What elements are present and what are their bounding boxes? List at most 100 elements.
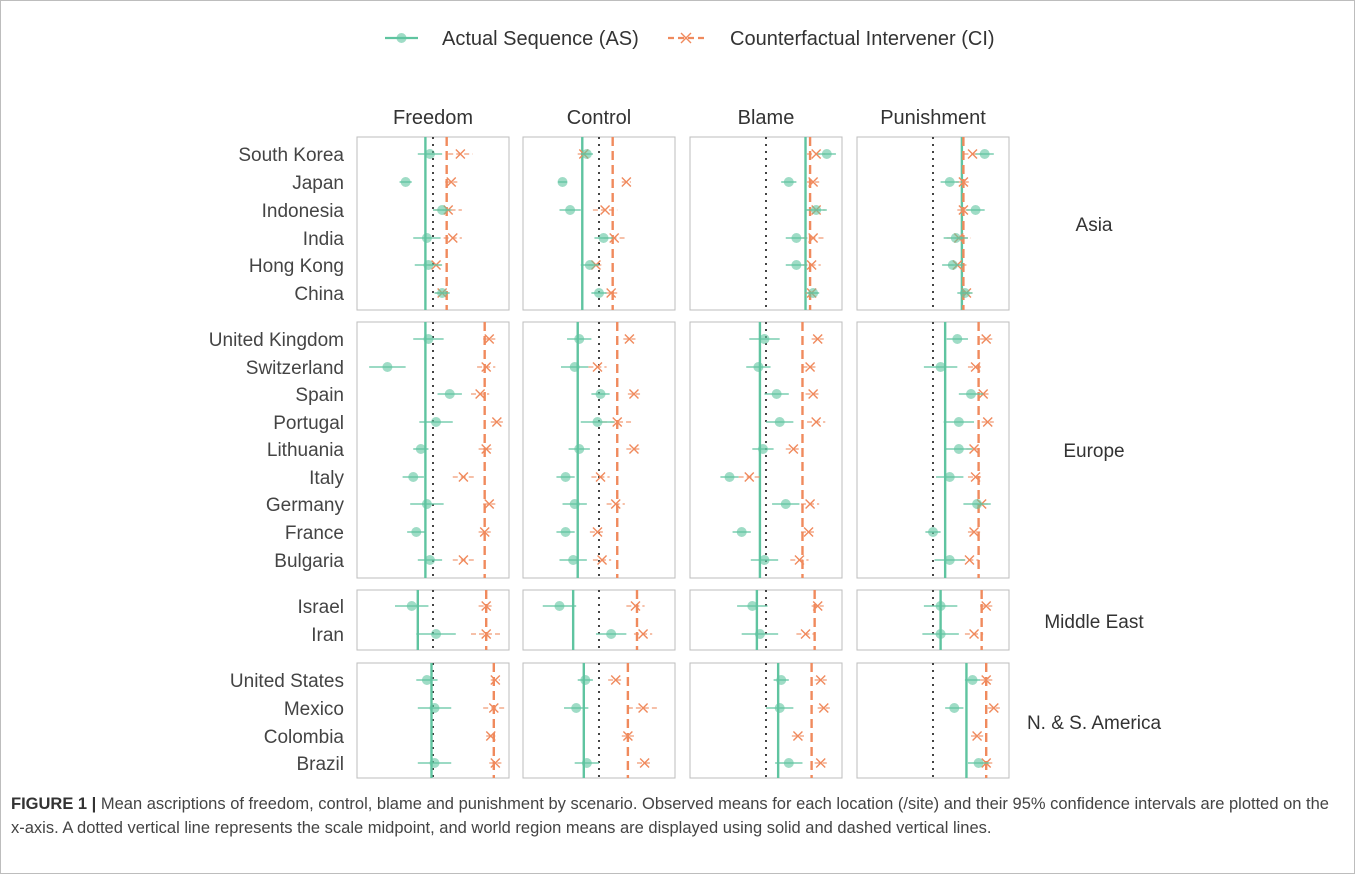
as-point bbox=[973, 758, 984, 768]
ci-point bbox=[592, 362, 603, 372]
as-point bbox=[935, 601, 946, 611]
as-point bbox=[783, 758, 794, 768]
chart: Actual Sequence (AS) Counterfactual Inter… bbox=[209, 28, 1162, 779]
as-point bbox=[808, 288, 819, 298]
country-label: Mexico bbox=[284, 699, 344, 720]
ci-point bbox=[458, 555, 469, 565]
ci-point bbox=[988, 703, 999, 713]
as-point bbox=[757, 444, 768, 454]
legend-ci-marker bbox=[680, 32, 692, 44]
as-point bbox=[972, 499, 983, 509]
country-label: South Korea bbox=[238, 145, 344, 166]
ci-point bbox=[481, 629, 492, 639]
ci-point bbox=[812, 601, 823, 611]
facet-title-control: Control bbox=[567, 107, 631, 129]
legend-as-marker bbox=[396, 33, 407, 43]
ci-point bbox=[485, 731, 496, 741]
as-point bbox=[565, 205, 576, 215]
as-point bbox=[554, 601, 565, 611]
ci-point bbox=[970, 362, 981, 372]
as-point bbox=[979, 149, 990, 159]
as-point bbox=[423, 334, 434, 344]
ci-point bbox=[455, 149, 466, 159]
as-point bbox=[431, 629, 442, 639]
as-point bbox=[569, 499, 580, 509]
as-point bbox=[429, 703, 440, 713]
as-point bbox=[431, 417, 442, 427]
as-point bbox=[944, 177, 955, 187]
country-label: Iran bbox=[311, 625, 344, 646]
as-point bbox=[947, 260, 958, 270]
ci-point bbox=[815, 758, 826, 768]
as-point bbox=[949, 703, 960, 713]
as-point bbox=[811, 205, 822, 215]
ci-point bbox=[475, 389, 486, 399]
as-point bbox=[736, 527, 747, 537]
country-label: Bulgaria bbox=[274, 551, 344, 572]
as-point bbox=[560, 472, 571, 482]
ci-point bbox=[800, 629, 811, 639]
ci-point bbox=[981, 675, 992, 685]
as-point bbox=[966, 389, 976, 399]
ci-point bbox=[610, 499, 621, 509]
legend-ci-label: Counterfactual Intervener (CI) bbox=[730, 28, 995, 50]
as-point bbox=[774, 703, 785, 713]
ci-point bbox=[628, 444, 639, 454]
country-label: Israel bbox=[298, 597, 344, 618]
ci-point bbox=[622, 731, 633, 741]
legend-as-label: Actual Sequence (AS) bbox=[442, 28, 639, 50]
as-point bbox=[584, 260, 595, 270]
ci-point bbox=[806, 260, 817, 270]
as-point bbox=[944, 555, 955, 565]
as-point bbox=[423, 260, 434, 270]
as-point bbox=[429, 758, 440, 768]
as-point bbox=[592, 417, 603, 427]
ci-point bbox=[969, 444, 980, 454]
as-point bbox=[959, 288, 970, 298]
as-point bbox=[953, 444, 964, 454]
as-point bbox=[598, 233, 609, 243]
ci-point bbox=[808, 389, 819, 399]
as-point bbox=[606, 629, 617, 639]
ci-point bbox=[958, 205, 969, 215]
region-label-europe: Europe bbox=[1063, 441, 1124, 462]
ci-point bbox=[638, 703, 649, 713]
as-point bbox=[753, 362, 764, 372]
as-point bbox=[783, 177, 794, 187]
facet-title-freedom: Freedom bbox=[393, 107, 473, 129]
ci-point bbox=[639, 758, 650, 768]
facet-title-punishment: Punishment bbox=[880, 107, 986, 129]
country-label: Colombia bbox=[264, 727, 345, 748]
ci-point bbox=[628, 389, 639, 399]
country-label: Lithuania bbox=[267, 440, 345, 461]
ci-point bbox=[638, 629, 649, 639]
country-label: United States bbox=[230, 671, 344, 692]
ci-point bbox=[964, 555, 975, 565]
as-point bbox=[581, 758, 592, 768]
ci-point bbox=[612, 417, 623, 427]
ci-point bbox=[981, 601, 992, 611]
facet-title-blame: Blame bbox=[738, 107, 795, 129]
country-label: Brazil bbox=[296, 754, 344, 775]
country-label: Japan bbox=[292, 173, 344, 194]
ci-point bbox=[592, 527, 603, 537]
ci-point bbox=[970, 472, 981, 482]
ci-point bbox=[447, 233, 458, 243]
country-label: Portugal bbox=[273, 413, 344, 434]
ci-point bbox=[600, 205, 611, 215]
ci-point bbox=[972, 731, 983, 741]
ci-point bbox=[982, 417, 993, 427]
ci-point bbox=[609, 233, 620, 243]
as-point bbox=[581, 149, 592, 159]
ci-point bbox=[969, 629, 980, 639]
as-point bbox=[791, 233, 802, 243]
country-label: China bbox=[294, 284, 344, 305]
ci-point bbox=[818, 703, 829, 713]
as-point bbox=[967, 675, 978, 685]
region-label-n-s-america: N. & S. America bbox=[1027, 713, 1162, 734]
ci-point bbox=[490, 675, 501, 685]
ci-point bbox=[815, 675, 826, 685]
ci-point bbox=[624, 334, 635, 344]
as-point bbox=[724, 472, 735, 482]
